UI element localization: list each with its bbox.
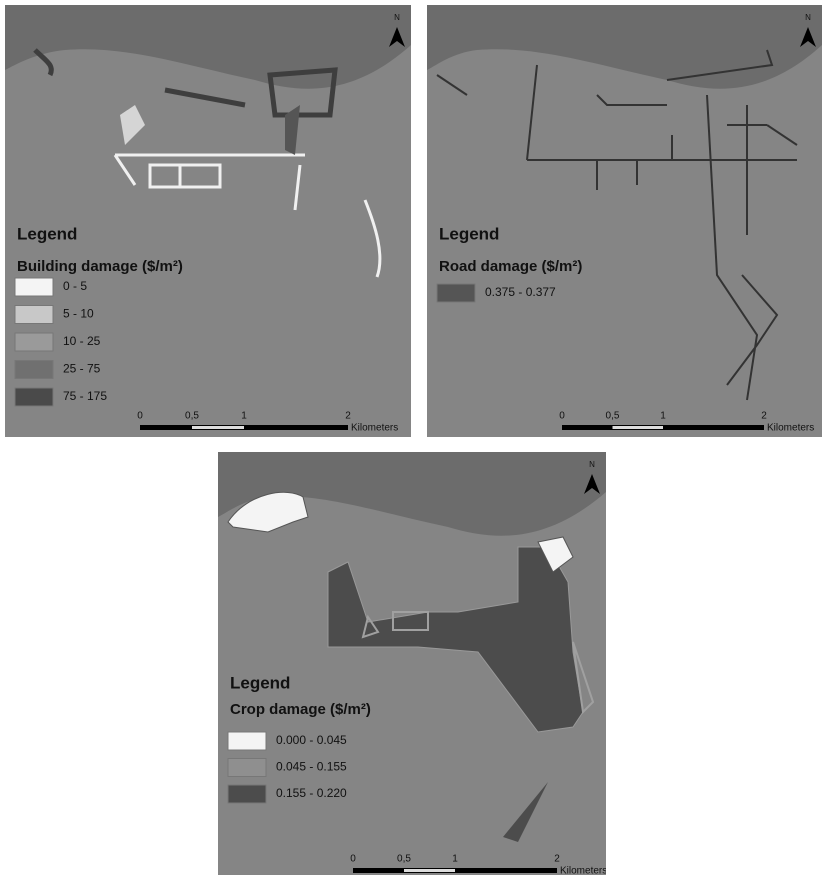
north-label: N <box>805 13 811 22</box>
legend-title: Legend <box>439 224 499 243</box>
scale-bar-segment <box>192 426 244 429</box>
scale-unit: Kilometers <box>560 866 606 875</box>
map-panel: N Legend Crop damage ($/m²) 0.000 - 0.045 0.… <box>218 452 606 875</box>
legend-label: 25 - 75 <box>63 362 101 376</box>
scale-unit: Kilometers <box>767 423 814 434</box>
scale-label: 2 <box>345 411 351 422</box>
legend-heading: Road damage ($/m²) <box>439 258 582 275</box>
legend-swatch <box>15 278 53 296</box>
legend-swatch <box>15 388 53 406</box>
legend-title: Legend <box>17 224 77 243</box>
scale-label: 1 <box>241 411 247 422</box>
legend-label: 0.155 - 0.220 <box>276 786 347 800</box>
map-panel: N Legend Building damage ($/m²) 0 - 5 5 - 10… <box>5 5 411 437</box>
scale-label: 2 <box>554 854 560 865</box>
scale-label: 1 <box>452 854 458 865</box>
legend-label: 0.045 - 0.155 <box>276 760 347 774</box>
scale-label: 0,5 <box>397 854 411 865</box>
scale-bar-segment <box>613 426 664 429</box>
legend-swatch <box>228 785 266 803</box>
scale-label: 1 <box>660 411 666 422</box>
north-label: N <box>394 13 400 22</box>
north-label: N <box>589 460 595 469</box>
legend-swatch <box>15 306 53 324</box>
scale-label: 0,5 <box>185 411 199 422</box>
scale-label: 0 <box>350 854 356 865</box>
legend-swatch <box>15 333 53 351</box>
legend-label: 0.375 - 0.377 <box>485 285 556 299</box>
scale-unit: Kilometers <box>351 423 398 434</box>
page: {"maps": [ {"north": "N", "legend_title"… <box>0 0 824 875</box>
scale-label: 0 <box>137 411 143 422</box>
legend-label: 5 - 10 <box>63 307 94 321</box>
scale-label: 0 <box>559 411 565 422</box>
map-panel: N Legend Road damage ($/m²) 0.375 - 0.377 0 0… <box>427 5 822 437</box>
legend-swatch <box>228 759 266 777</box>
legend-label: 0 - 5 <box>63 279 87 293</box>
legend-heading: Building damage ($/m²) <box>17 258 183 275</box>
scale-label: 0,5 <box>606 411 620 422</box>
legend-heading: Crop damage ($/m²) <box>230 701 371 718</box>
legend-title: Legend <box>230 673 290 692</box>
scale-bar-segment <box>404 869 455 872</box>
legend-label: 0.000 - 0.045 <box>276 733 347 747</box>
legend-swatch <box>15 361 53 379</box>
legend-swatch <box>437 284 475 302</box>
legend-swatch <box>228 732 266 750</box>
legend-label: 10 - 25 <box>63 334 101 348</box>
legend-label: 75 - 175 <box>63 389 107 403</box>
scale-label: 2 <box>761 411 767 422</box>
